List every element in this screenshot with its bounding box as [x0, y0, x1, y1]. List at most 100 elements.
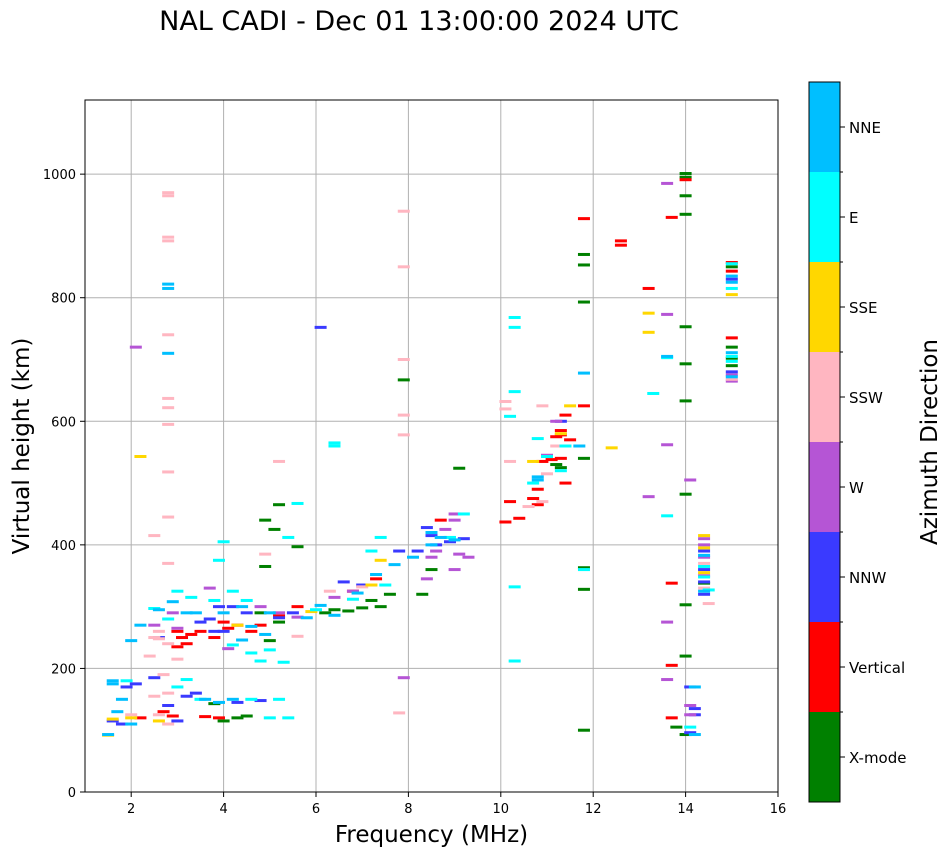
data-point-w: [550, 419, 563, 423]
data-point-ssw: [393, 711, 406, 715]
data-point-ssw: [171, 657, 184, 661]
data-point-e: [273, 697, 286, 701]
data-point-vertical: [245, 629, 258, 633]
data-point-vertical: [199, 715, 212, 719]
data-point-nne: [725, 375, 738, 379]
data-point-vertical: [545, 458, 558, 462]
data-point-vertical: [642, 286, 655, 290]
data-point-w: [425, 555, 438, 559]
x-tick-label: 4: [219, 802, 227, 817]
data-point-nnw: [425, 534, 438, 538]
data-point-nne: [106, 682, 119, 686]
data-point-x-mode: [268, 527, 281, 531]
data-point-w: [420, 577, 433, 581]
data-point-e: [208, 598, 221, 602]
data-point-vertical: [222, 626, 235, 630]
data-point-vertical: [434, 518, 447, 522]
colorbar-segment: [809, 262, 840, 352]
data-point-vertical: [254, 623, 267, 627]
data-point-w: [698, 555, 711, 559]
y-tick-label: 600: [51, 415, 76, 430]
x-tick-label: 16: [770, 802, 787, 817]
data-point-vertical: [559, 481, 572, 485]
data-point-nnw: [420, 526, 433, 530]
data-point-nnw: [194, 620, 207, 624]
colorbar-segment: [809, 352, 840, 442]
data-point-e: [698, 575, 711, 579]
data-point-nne: [236, 605, 249, 609]
data-point-x-mode: [240, 714, 253, 718]
data-point-w: [725, 373, 738, 377]
data-points: [102, 172, 738, 737]
data-point-e: [217, 540, 230, 544]
data-point-ssw: [698, 561, 711, 565]
data-point-nnw: [393, 549, 406, 553]
data-point-nne: [351, 591, 364, 595]
data-point-nne: [236, 638, 249, 642]
colorbar-segment: [809, 442, 840, 532]
data-point-w: [171, 626, 184, 630]
data-point-x-mode: [259, 564, 272, 568]
data-point-x-mode: [679, 492, 692, 496]
data-point-ssw: [291, 634, 304, 638]
data-point-nne: [115, 697, 128, 701]
data-point-ssw: [725, 377, 738, 381]
chart-title: NAL CADI - Dec 01 13:00:00 2024 UTC: [159, 6, 679, 37]
data-point-ssw: [698, 586, 711, 590]
data-point-nne: [388, 563, 401, 567]
data-point-e: [185, 595, 198, 599]
x-tick-label: 6: [312, 802, 320, 817]
data-point-nne: [166, 600, 179, 604]
data-point-w: [453, 552, 466, 556]
data-point-w: [725, 379, 738, 383]
data-point-x-mode: [291, 545, 304, 549]
plot-frame: [84, 99, 779, 793]
data-point-w: [661, 312, 674, 316]
data-point-nnw: [217, 629, 230, 633]
data-point-nne: [212, 700, 225, 704]
data-point-e: [698, 564, 711, 568]
data-point-ssw: [162, 194, 175, 198]
data-point-x-mode: [383, 592, 396, 596]
data-point-vertical: [513, 516, 526, 520]
data-point-nne: [328, 613, 341, 617]
data-point-e: [226, 643, 239, 647]
data-point-ssw: [148, 694, 161, 698]
data-point-w: [148, 623, 161, 627]
colorbar: X-mode Vertical NNW W SSW SSE E NNE: [808, 81, 906, 803]
data-point-nnw: [725, 370, 738, 374]
data-point-x-mode: [577, 728, 590, 732]
data-point-w: [397, 676, 410, 680]
data-point-ssw: [397, 413, 410, 417]
data-point-nne: [106, 679, 119, 683]
data-point-ssw: [273, 459, 286, 463]
data-point-sse: [125, 716, 138, 720]
data-point-ssw: [162, 333, 175, 337]
data-point-ssw: [397, 265, 410, 269]
data-point-nnw: [171, 719, 184, 723]
data-point-sse: [642, 311, 655, 315]
data-point-e: [725, 262, 738, 266]
data-point-e: [346, 597, 359, 601]
data-point-sse: [605, 446, 618, 450]
data-point-sse: [698, 534, 711, 538]
data-point-nne: [425, 531, 438, 534]
data-point-x-mode: [679, 175, 692, 179]
data-point-nne: [217, 611, 230, 615]
data-point-x-mode: [679, 399, 692, 403]
data-point-ssw: [397, 358, 410, 361]
data-point-e: [725, 359, 738, 363]
data-point-x-mode: [259, 518, 272, 522]
data-point-sse: [527, 459, 540, 463]
data-point-ssw: [323, 589, 336, 593]
data-point-nnw: [337, 580, 350, 584]
data-point-nne: [125, 639, 138, 643]
data-point-e: [508, 659, 521, 663]
data-point-nne: [725, 351, 738, 355]
data-point-nne: [300, 616, 313, 620]
data-point-nnw: [212, 605, 225, 609]
data-point-nne: [725, 280, 738, 284]
data-point-vertical: [194, 629, 207, 633]
data-point-x-mode: [328, 608, 341, 612]
data-point-sse: [374, 558, 387, 562]
